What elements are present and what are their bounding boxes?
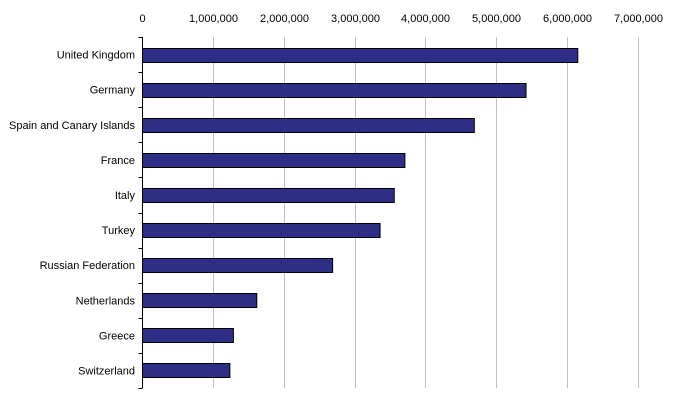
x-tick-label: 1,000,000 bbox=[189, 13, 238, 25]
category-label: Switzerland bbox=[78, 365, 135, 377]
category-label: Turkey bbox=[102, 225, 136, 237]
bar-united-kingdom bbox=[142, 48, 579, 63]
bar-turkey bbox=[142, 223, 381, 238]
bar-france bbox=[142, 153, 406, 168]
x-tick-label: 3,000,000 bbox=[331, 13, 380, 25]
x-tick-label: 4,000,000 bbox=[401, 13, 450, 25]
category-label: Germany bbox=[90, 85, 136, 97]
category-label: Greece bbox=[99, 330, 135, 342]
bar-netherlands bbox=[142, 293, 258, 308]
bar-switzerland bbox=[142, 363, 231, 378]
bar-russian-federation bbox=[142, 258, 334, 273]
category-labels: United Kingdom Germany Spain and Canary Is… bbox=[9, 50, 135, 378]
bars bbox=[142, 48, 579, 378]
x-tick-label: 6,000,000 bbox=[543, 13, 592, 25]
category-label: Spain and Canary Islands bbox=[9, 120, 135, 132]
x-tick-label: 7,000,000 bbox=[614, 13, 663, 25]
category-label: Netherlands bbox=[76, 295, 136, 307]
category-label: Russian Federation bbox=[40, 260, 135, 272]
category-label: Italy bbox=[115, 190, 136, 202]
bar-germany bbox=[142, 83, 527, 98]
bar-spain-and-canary-islands bbox=[142, 118, 475, 133]
x-tick-label: 5,000,000 bbox=[472, 13, 521, 25]
x-tick-labels: 0 1,000,000 2,000,000 3,000,000 4,000,000 5,0… bbox=[139, 13, 663, 25]
category-label: France bbox=[101, 155, 135, 167]
x-tick-label: 2,000,000 bbox=[260, 13, 309, 25]
x-tick-label: 0 bbox=[139, 13, 145, 25]
category-label: United Kingdom bbox=[57, 50, 135, 62]
bar-greece bbox=[142, 328, 234, 343]
bar-italy bbox=[142, 188, 395, 203]
axes bbox=[138, 37, 143, 389]
